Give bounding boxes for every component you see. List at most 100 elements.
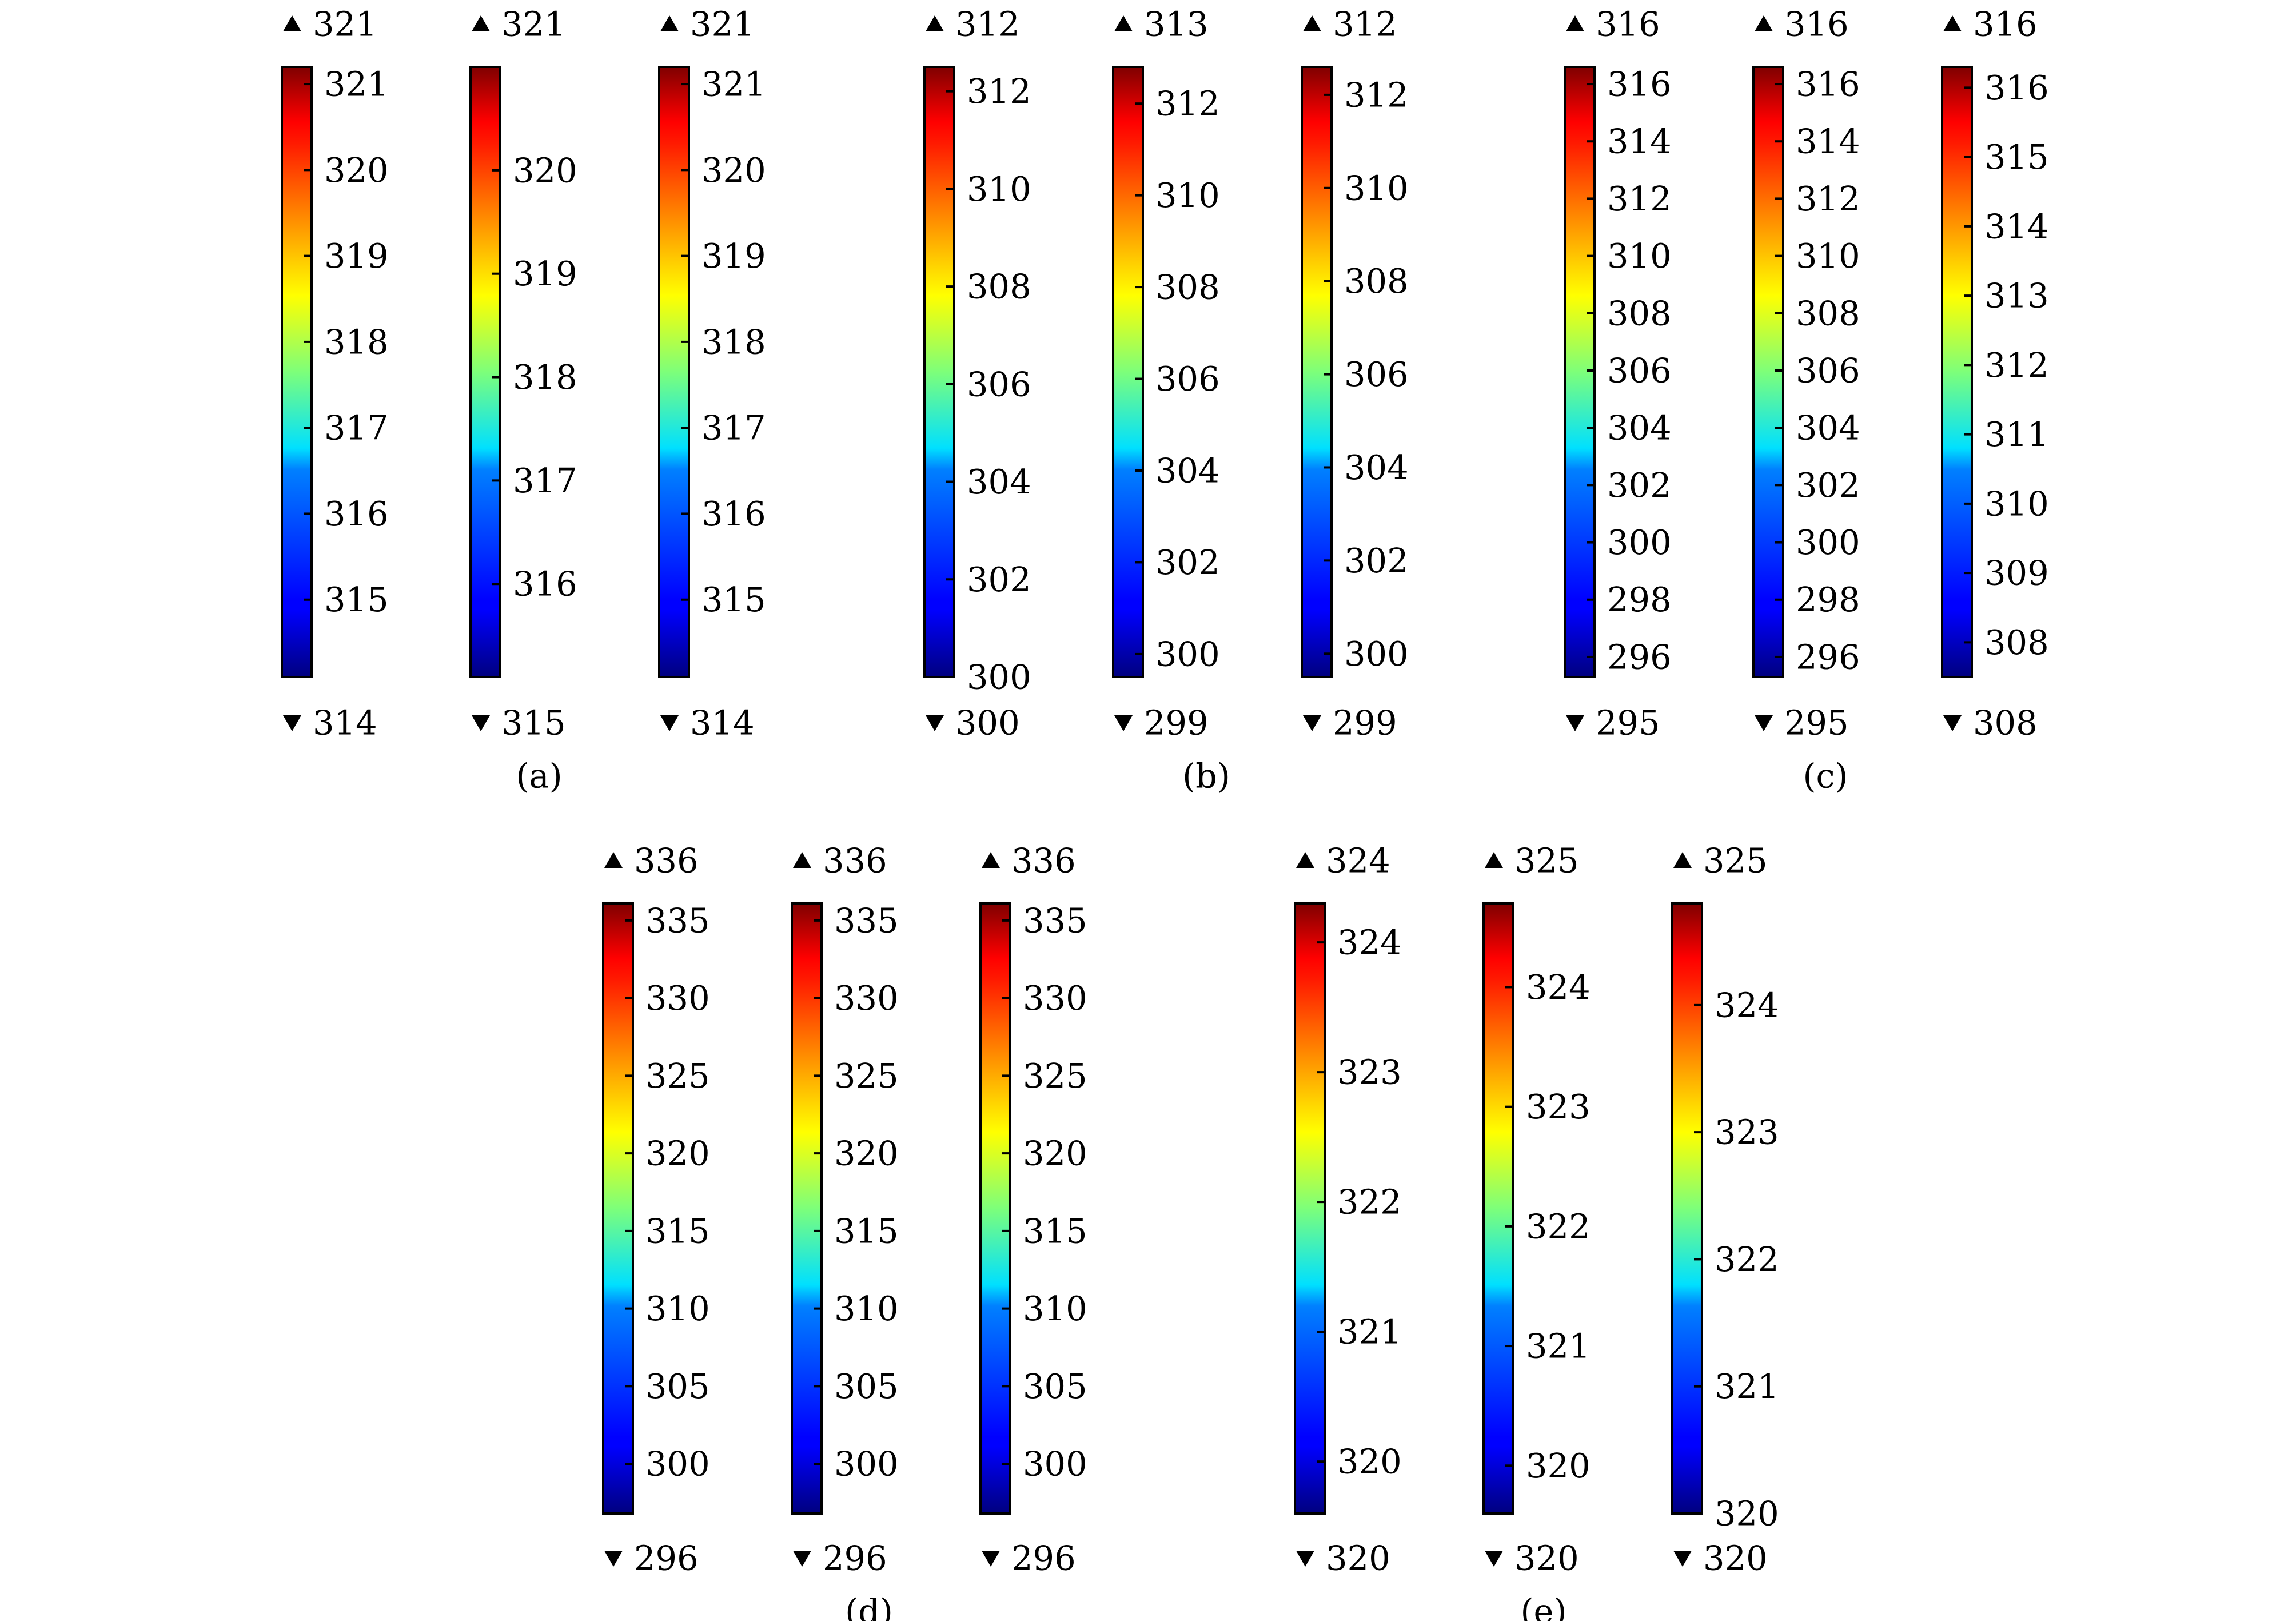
tick-label: 302 — [1796, 465, 1860, 505]
tick-label: 324 — [1526, 967, 1591, 1007]
tick-label: 321 — [701, 65, 766, 104]
tick-label: 318 — [513, 357, 577, 397]
tick-label: 320 — [513, 150, 577, 190]
max-value-label: 313 — [1144, 5, 1209, 44]
min-value-label: 299 — [1333, 703, 1397, 743]
tick-label: 317 — [701, 408, 766, 448]
tick-label: 322 — [1337, 1182, 1402, 1222]
tick-label: 316 — [1607, 65, 1672, 104]
tick-label: 320 — [1526, 1446, 1591, 1485]
group-label: (b) — [1182, 756, 1230, 796]
tick-label: 320 — [1023, 1134, 1087, 1173]
min-triangle-icon — [604, 1551, 623, 1567]
tick-label: 304 — [967, 462, 1031, 501]
tick-label: 300 — [967, 658, 1031, 697]
max-triangle-icon — [1673, 852, 1692, 868]
tick-label: 318 — [701, 322, 766, 361]
tick-label: 300 — [834, 1444, 899, 1484]
tick-label: 308 — [1984, 623, 2049, 662]
tick-label: 315 — [834, 1211, 899, 1250]
colorbar: 315 316 317 318 319 320 321 321 314 — [281, 5, 389, 743]
min-value-label: 296 — [1011, 1539, 1076, 1578]
tick-label: 304 — [1607, 408, 1672, 448]
tick-label: 320 — [701, 150, 766, 190]
max-value-label: 321 — [690, 5, 755, 44]
tick-label: 321 — [1337, 1312, 1402, 1352]
tick-label: 302 — [1607, 465, 1672, 505]
tick-label: 315 — [701, 580, 766, 619]
colorbar-gradient — [1752, 66, 1784, 678]
max-value-label: 321 — [313, 5, 377, 44]
tick-label: 321 — [324, 65, 389, 104]
min-value-label: 314 — [690, 703, 755, 743]
max-triangle-icon — [793, 852, 811, 868]
tick-label: 314 — [1796, 122, 1860, 161]
tick-label: 304 — [1796, 408, 1860, 448]
min-triangle-icon — [1673, 1551, 1692, 1567]
colorbar-gradient — [791, 902, 823, 1515]
min-value-label: 320 — [1514, 1539, 1579, 1578]
min-value-label: 296 — [823, 1539, 887, 1578]
tick-label: 330 — [834, 978, 899, 1018]
tick-label: 335 — [1023, 901, 1087, 940]
tick-label: 315 — [1023, 1211, 1087, 1250]
max-value-label: 312 — [955, 5, 1020, 44]
colorbar: 300 305 310 315 320 325 330 335 336 296 — [602, 841, 710, 1578]
tick-label: 300 — [1796, 523, 1860, 562]
tick-label: 320 — [324, 150, 389, 190]
max-value-label: 325 — [1514, 841, 1579, 881]
tick-label: 302 — [1155, 543, 1220, 582]
colorbar-group-4: 3003053103153203253303353362963003053103… — [602, 841, 1087, 1621]
min-value-label: 295 — [1784, 703, 1849, 743]
tick-label: 306 — [967, 364, 1031, 404]
tick-label: 302 — [1344, 541, 1409, 580]
tick-label: 316 — [513, 564, 577, 604]
colorbar-gradient — [1941, 66, 1973, 678]
tick-label: 310 — [967, 169, 1031, 209]
max-value-label: 312 — [1333, 5, 1397, 44]
tick-label: 325 — [1023, 1056, 1087, 1096]
colorbar: 308 309 310 311 312 313 314 315 316 316 308 — [1941, 5, 2049, 743]
min-value-label: 295 — [1596, 703, 1660, 743]
tick-label: 316 — [701, 494, 766, 533]
colorbar: 296 298 300 302 304 306 308 310 312 314 316 316 295 — [1752, 5, 1860, 743]
colorbar: 300 305 310 315 320 325 330 335 336 296 — [979, 841, 1087, 1578]
tick-label: 296 — [1796, 637, 1860, 676]
tick-label: 325 — [645, 1056, 710, 1096]
tick-label: 310 — [645, 1289, 710, 1328]
max-triangle-icon — [982, 852, 1000, 868]
max-value-label: 324 — [1326, 841, 1390, 881]
max-value-label: 316 — [1973, 5, 2038, 44]
tick-label: 308 — [1155, 268, 1220, 307]
max-triangle-icon — [1303, 15, 1321, 31]
tick-label: 312 — [967, 71, 1031, 111]
min-value-label: 320 — [1703, 1539, 1768, 1578]
max-triangle-icon — [472, 15, 490, 31]
tick-label: 312 — [1796, 179, 1860, 218]
tick-label: 319 — [513, 254, 577, 293]
tick-label: 300 — [1607, 523, 1672, 562]
group-label: (d) — [845, 1592, 893, 1621]
min-triangle-icon — [660, 715, 679, 731]
max-triangle-icon — [1566, 15, 1584, 31]
colorbar: 300 302 304 306 308 310 312 312 300 — [923, 5, 1031, 743]
tick-label: 314 — [1607, 122, 1672, 161]
tick-label: 330 — [1023, 978, 1087, 1018]
tick-label: 335 — [834, 901, 899, 940]
max-value-label: 321 — [501, 5, 566, 44]
colorbar-group-3: 2962983003023043063083103123143163162952… — [1564, 5, 2049, 796]
min-triangle-icon — [1755, 715, 1773, 731]
tick-label: 310 — [1023, 1289, 1087, 1328]
colorbar-group-2: 3003023043063083103123123003003023043063… — [923, 5, 1409, 796]
min-triangle-icon — [793, 1551, 811, 1567]
tick-label: 306 — [1607, 351, 1672, 390]
tick-label: 304 — [1344, 448, 1409, 487]
max-value-label: 336 — [1011, 841, 1076, 881]
tick-label: 310 — [1155, 176, 1220, 215]
colorbar: 320 321 322 323 324 325 320 — [1671, 841, 1779, 1578]
tick-label: 298 — [1607, 580, 1672, 619]
colorbar-gradient — [979, 902, 1011, 1515]
min-value-label: 320 — [1326, 1539, 1390, 1578]
colorbar-gradient — [469, 66, 501, 678]
